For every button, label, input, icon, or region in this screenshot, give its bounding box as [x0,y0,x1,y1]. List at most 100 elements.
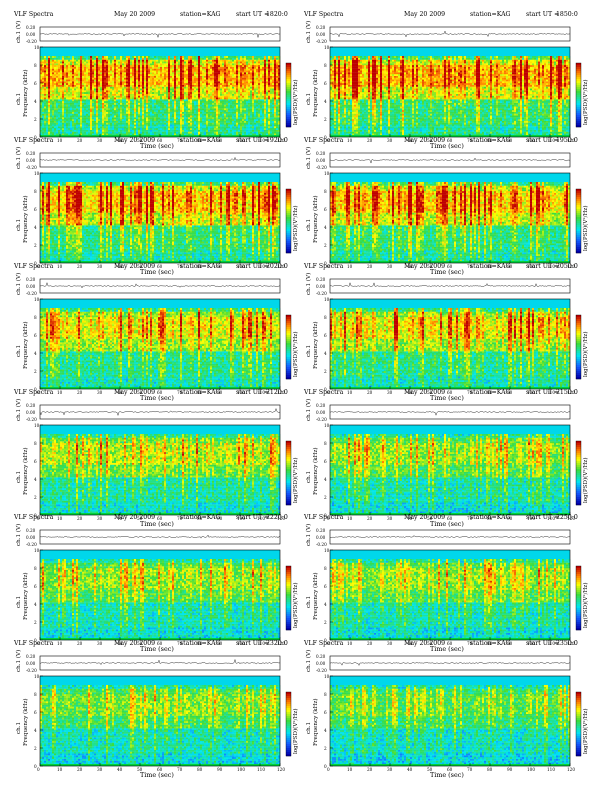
amp-axis-label-3: ch.1 (V) [306,147,312,169]
x-tick-10-0: 0 [37,767,40,772]
y-axis-label-3: Frequency (kHz) [313,195,319,243]
start-prefix-11: start UT = [526,640,559,647]
x-tick-7-2: 20 [367,516,372,521]
amplitude-strip-6 [40,405,280,419]
amp-tick-6-1: 0.00 [26,410,35,415]
x-tick-6-1: 10 [57,516,62,521]
date-text-2: May 20 2009 [114,137,155,144]
amp-tick-0-2: -0.20 [26,39,37,44]
amp-axis-label-0: ch.1 (V) [16,21,22,43]
amp-tick-10-2: -0.20 [26,668,37,673]
y-tick-6-2: 4 [34,477,37,482]
start-prefix-7: start UT = [526,389,559,396]
x-tick-4-1: 10 [57,390,62,395]
x-axis-label-1: Time (sec) [430,143,464,150]
station-text-7: station=KAG [470,389,511,396]
start-prefix-5: start UT = [526,263,559,270]
y-tick-11-5: 10 [324,674,329,679]
amp-tick-2-2: -0.20 [26,165,37,170]
date-text-10: May 20 2009 [114,640,155,647]
y-tick-10-1: 2 [34,746,37,751]
y-axis-label-0: Frequency (kHz) [23,69,29,117]
amp-tick-11-2: -0.20 [316,668,327,673]
y-tick-11-3: 6 [324,710,327,715]
y-axis-label-7: Frequency (kHz) [313,447,319,495]
y-tick-10-3: 6 [34,710,37,715]
x-tick-11-4: 40 [407,767,412,772]
y-tick-10-2: 4 [34,728,37,733]
y-axis-label-11: Frequency (kHz) [313,698,319,746]
x-tick-11-3: 30 [387,767,392,772]
y-tick-6-5: 10 [34,423,39,428]
x-tick-8-3: 30 [97,641,102,646]
x-tick-8-2: 20 [77,641,82,646]
amp-tick-9-0: 0.20 [316,528,325,533]
y-tick-0-2: 4 [34,99,37,104]
x-tick-6-3: 30 [97,516,102,521]
y-axis-label-4: Frequency (kHz) [23,321,29,369]
channel-label-6: ch.1 [16,471,22,483]
amp-tick-5-0: 0.20 [316,277,325,282]
start-ut-9: 2250:0 [556,514,578,521]
colorbar-2 [286,189,291,253]
spectrogram-6 [40,425,280,515]
title-text-1: VLF Spectra [304,11,343,18]
start-ut-2: 1920:0 [266,137,288,144]
y-tick-0-3: 6 [34,81,37,86]
start-prefix-10: start UT = [236,640,269,647]
y-tick-2-3: 6 [34,207,37,212]
y-tick-11-4: 8 [324,692,327,697]
x-axis-label-3: Time (sec) [430,269,464,276]
amp-axis-label-7: ch.1 (V) [306,399,312,421]
colorbar-10 [286,692,291,756]
x-tick-2-2: 20 [77,264,82,269]
start-prefix-1: start UT = [526,11,559,18]
start-ut-7: 2150:0 [556,389,578,396]
y-tick-9-3: 6 [324,584,327,589]
colorbar-9 [576,566,581,630]
amp-tick-11-1: 0.00 [316,661,325,666]
amp-tick-3-1: 0.00 [316,158,325,163]
amp-tick-7-0: 0.20 [316,403,325,408]
x-tick-0-1: 10 [57,138,62,143]
title-text-11: VLF Spectra [304,640,343,647]
amp-tick-1-2: -0.20 [316,39,327,44]
x-tick-0-3: 30 [97,138,102,143]
y-tick-4-3: 6 [34,333,37,338]
y-tick-1-4: 8 [324,63,327,68]
x-axis-label-5: Time (sec) [430,395,464,402]
amp-tick-9-1: 0.00 [316,535,325,540]
colorbar-5 [576,315,581,379]
x-axis-label-8: Time (sec) [140,646,174,653]
channel-label-1: ch.1 [306,93,312,105]
amp-tick-4-1: 0.00 [26,284,35,289]
x-tick-10-11: 110 [257,767,265,772]
y-tick-9-4: 8 [324,566,327,571]
channel-label-5: ch.1 [306,345,312,357]
y-tick-9-5: 10 [324,548,329,553]
spectrogram-9 [330,550,570,640]
amp-axis-label-1: ch.1 (V) [306,21,312,43]
x-tick-5-1: 10 [347,390,352,395]
y-tick-9-2: 4 [324,602,327,607]
x-tick-5-2: 20 [367,390,372,395]
x-tick-9-1: 10 [347,641,352,646]
x-tick-7-3: 30 [387,516,392,521]
amplitude-strip-2 [40,153,280,167]
amp-tick-2-0: 0.20 [26,151,35,156]
x-tick-10-2: 20 [77,767,82,772]
start-ut-0: 1820:0 [266,11,288,18]
start-prefix-2: start UT = [236,137,269,144]
amp-tick-5-2: -0.20 [316,291,327,296]
date-text-6: May 20 2009 [114,389,155,396]
x-tick-1-2: 20 [367,138,372,143]
x-tick-3-1: 10 [347,264,352,269]
amplitude-strip-8 [40,530,280,544]
date-text-11: May 20 2009 [404,640,445,647]
amp-tick-2-1: 0.00 [26,158,35,163]
y-axis-label-8: Frequency (kHz) [23,572,29,620]
channel-label-4: ch.1 [16,345,22,357]
start-ut-5: 2050:0 [556,263,578,270]
station-text-2: station=KAG [180,137,221,144]
start-ut-6: 2120:0 [266,389,288,396]
